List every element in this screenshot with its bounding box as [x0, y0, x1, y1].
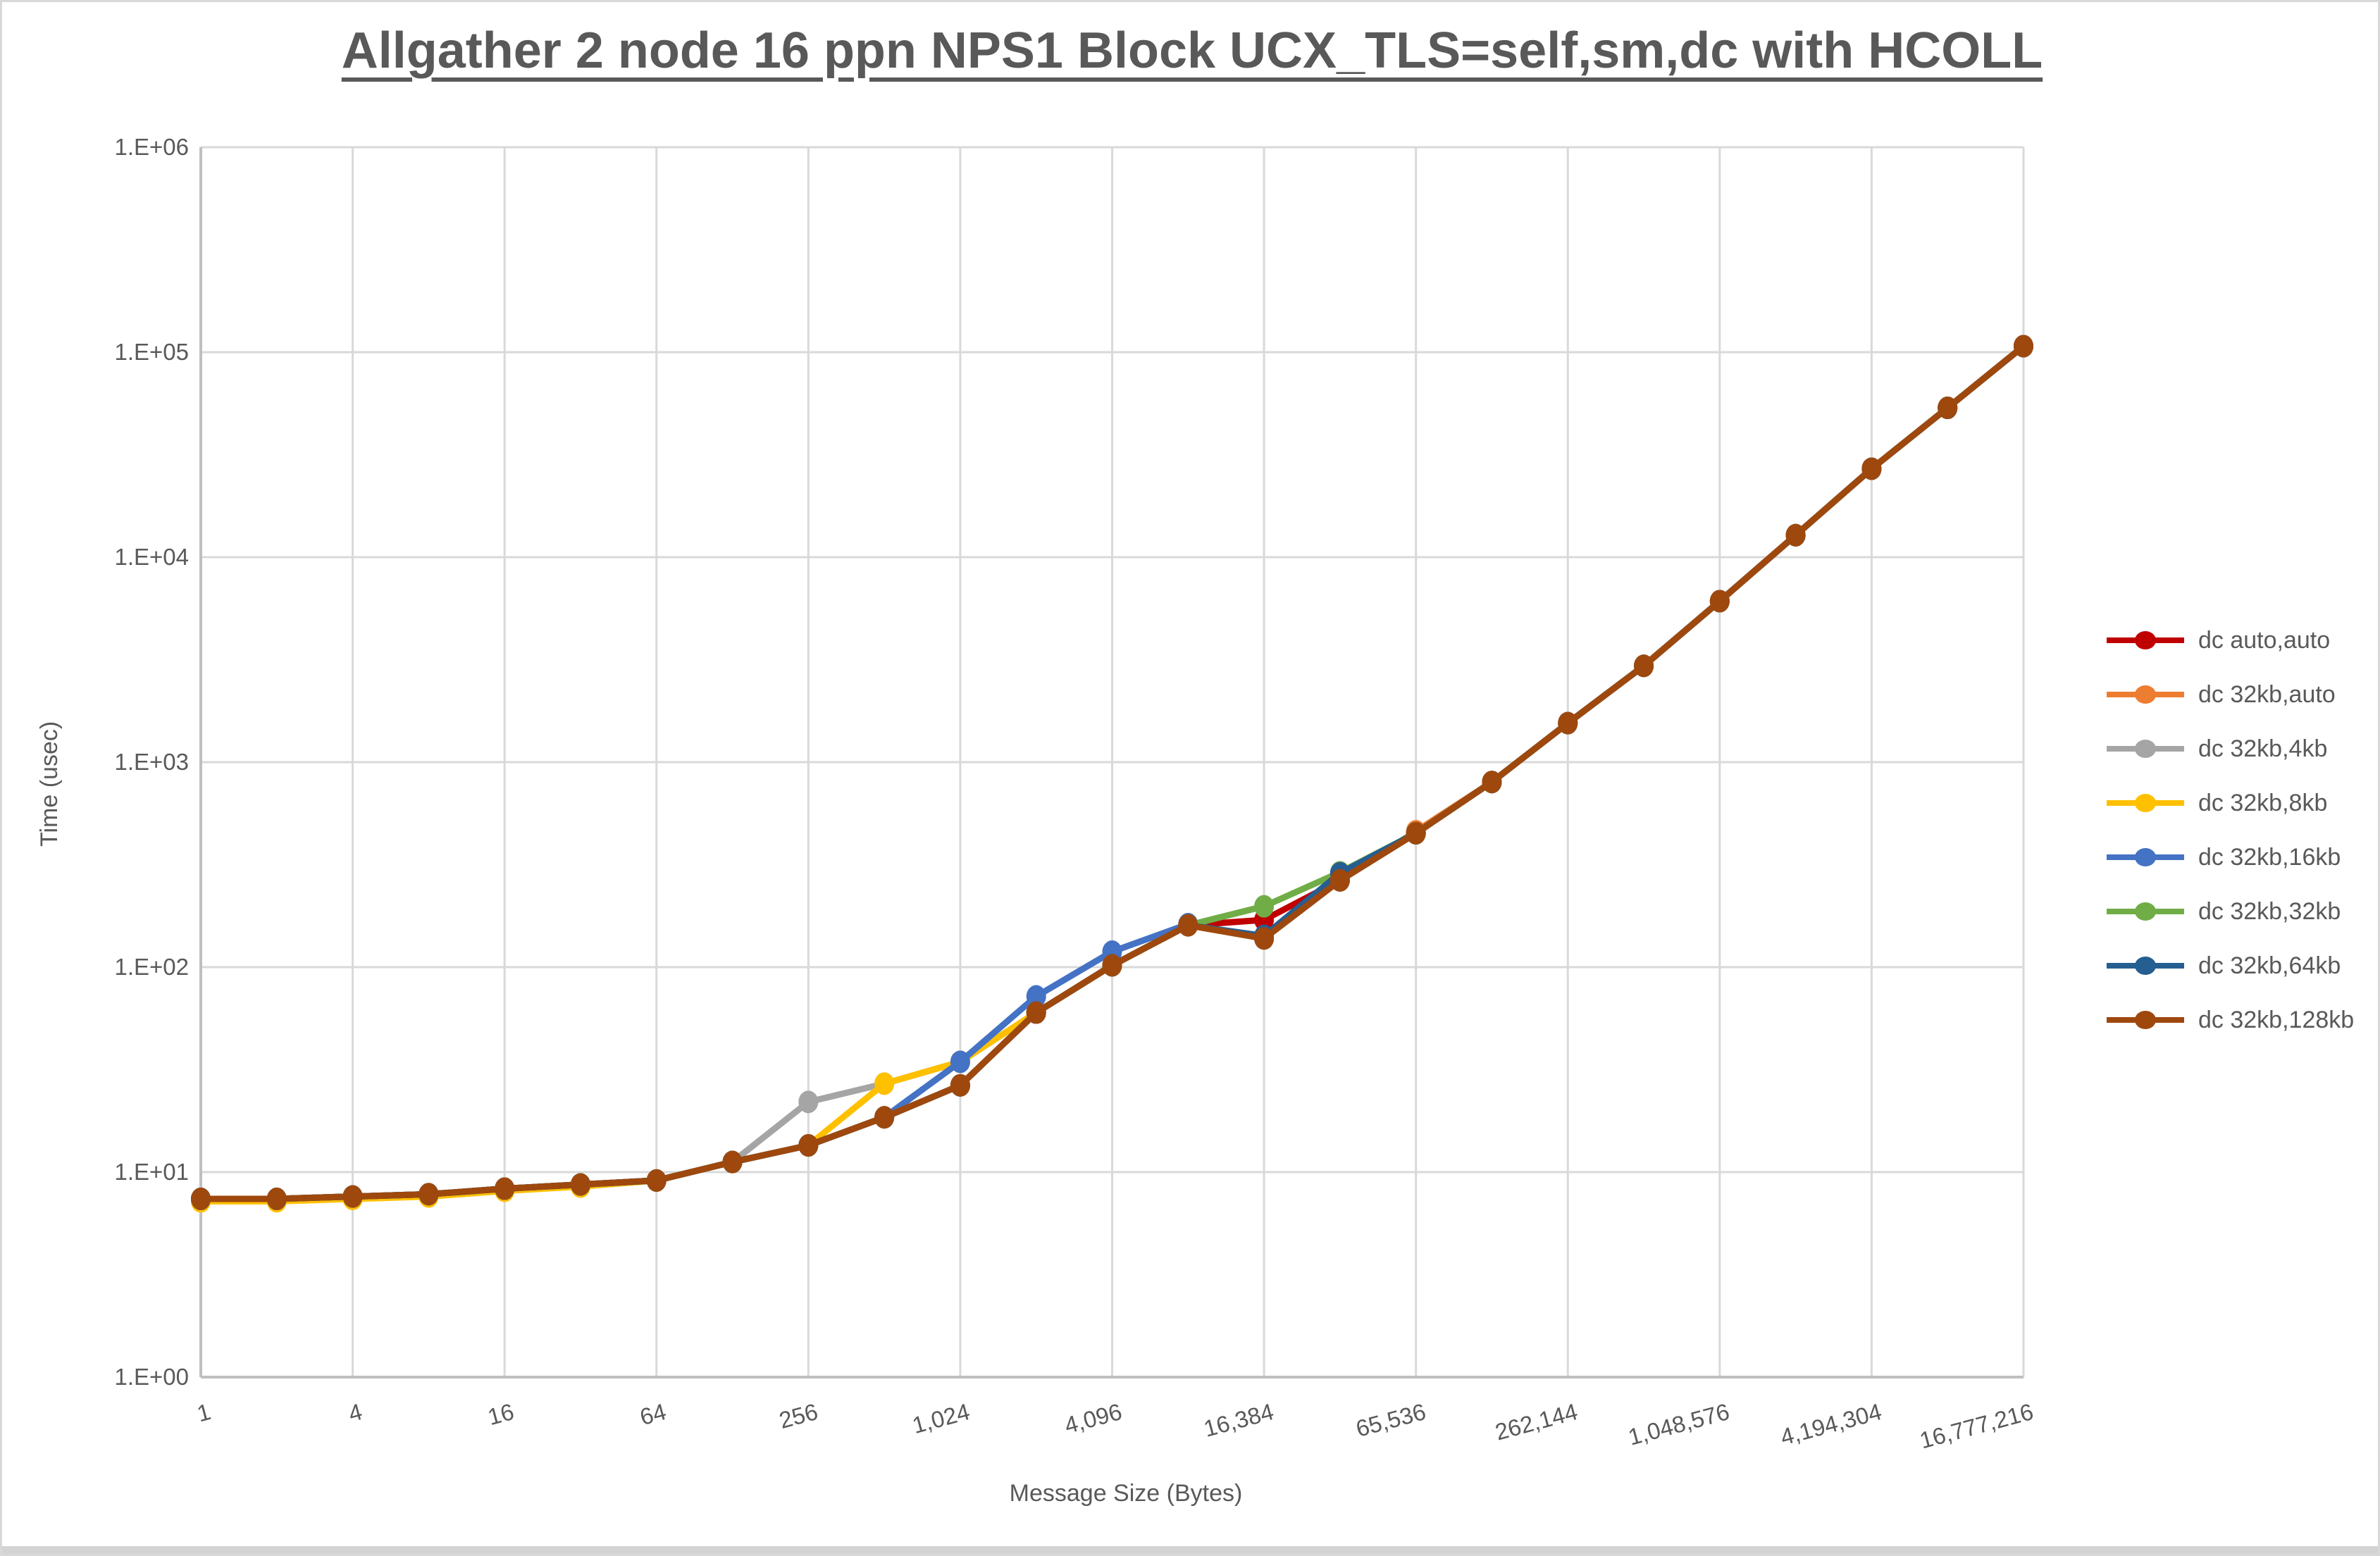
data-point [342, 1185, 363, 1208]
chart-title: Allgather 2 node 16 ppn NPS1 Block UCX_T… [341, 23, 2043, 79]
data-point [266, 1188, 287, 1211]
data-point [950, 1050, 970, 1073]
data-point [874, 1072, 895, 1095]
y-tick-label: 1.E+05 [114, 339, 189, 365]
data-point [798, 1134, 819, 1157]
data-point [798, 1090, 819, 1114]
legend-item-label: dc auto,auto [2198, 626, 2331, 654]
data-point [1406, 821, 1426, 845]
data-point [950, 1073, 970, 1097]
data-point [1709, 590, 1730, 613]
data-point [1634, 654, 1654, 678]
data-point [1102, 954, 1122, 977]
bottom-border-strip [2, 1546, 2378, 1554]
legend-marker-icon [2107, 902, 2184, 921]
legend-marker-icon [2107, 957, 2184, 975]
legend-item: dc 32kb,128kb [2105, 1004, 2354, 1035]
data-point [495, 1177, 515, 1200]
data-point [1026, 985, 1046, 1008]
data-point [1254, 895, 1275, 918]
legend-marker-icon [2107, 740, 2184, 758]
y-tick-label: 1.E+06 [114, 134, 189, 160]
legend-marker-icon [2107, 685, 2184, 704]
y-tick-label: 1.E+04 [114, 544, 189, 570]
legend-item: dc 32kb,4kb [2105, 733, 2354, 764]
legend-item: dc 32kb,64kb [2105, 950, 2354, 981]
data-point [1330, 869, 1350, 892]
y-tick-label: 1.E+00 [114, 1364, 189, 1390]
data-point [1938, 397, 1958, 420]
data-point [191, 1188, 211, 1211]
x-axis-title: Message Size (Bytes) [1009, 1480, 1243, 1507]
legend-marker-icon [2107, 794, 2184, 812]
y-tick-label: 1.E+02 [114, 954, 189, 980]
legend-item: dc 32kb,32kb [2105, 896, 2354, 927]
y-tick-label: 1.E+01 [114, 1159, 189, 1185]
data-point [1861, 457, 1882, 480]
legend-item-label: dc 32kb,8kb [2198, 789, 2328, 816]
data-point [722, 1150, 743, 1174]
y-axis-title: Time (usec) [36, 721, 63, 847]
data-point [1785, 523, 1806, 547]
legend-item-label: dc 32kb,32kb [2198, 897, 2341, 925]
data-point [419, 1183, 439, 1206]
legend: dc auto,auto dc 32kb,auto dc 32kb,4kb dc 32… [2105, 625, 2354, 1059]
legend-item-label: dc 32kb,4kb [2198, 735, 2328, 762]
legend-item-label: dc 32kb,128kb [2198, 1006, 2355, 1033]
data-point [1558, 711, 1578, 735]
data-point [570, 1173, 590, 1196]
legend-marker-icon [2107, 848, 2184, 866]
legend-item-label: dc 32kb,auto [2198, 680, 2336, 708]
legend-marker-icon [2107, 1011, 2184, 1029]
data-point [646, 1169, 667, 1192]
data-point [874, 1106, 895, 1129]
legend-item: dc auto,auto [2105, 625, 2354, 656]
legend-item: dc 32kb,16kb [2105, 842, 2354, 873]
data-point [2014, 335, 2033, 358]
data-point [1026, 1001, 1046, 1024]
legend-item-label: dc 32kb,16kb [2198, 843, 2341, 871]
data-point [1482, 771, 1502, 794]
legend-marker-icon [2107, 631, 2184, 649]
data-point [1178, 914, 1198, 937]
y-tick-label: 1.E+03 [114, 749, 189, 775]
legend-item: dc 32kb,auto [2105, 679, 2354, 710]
legend-item: dc 32kb,8kb [2105, 788, 2354, 819]
legend-item-label: dc 32kb,64kb [2198, 952, 2341, 979]
data-point [1254, 927, 1275, 950]
